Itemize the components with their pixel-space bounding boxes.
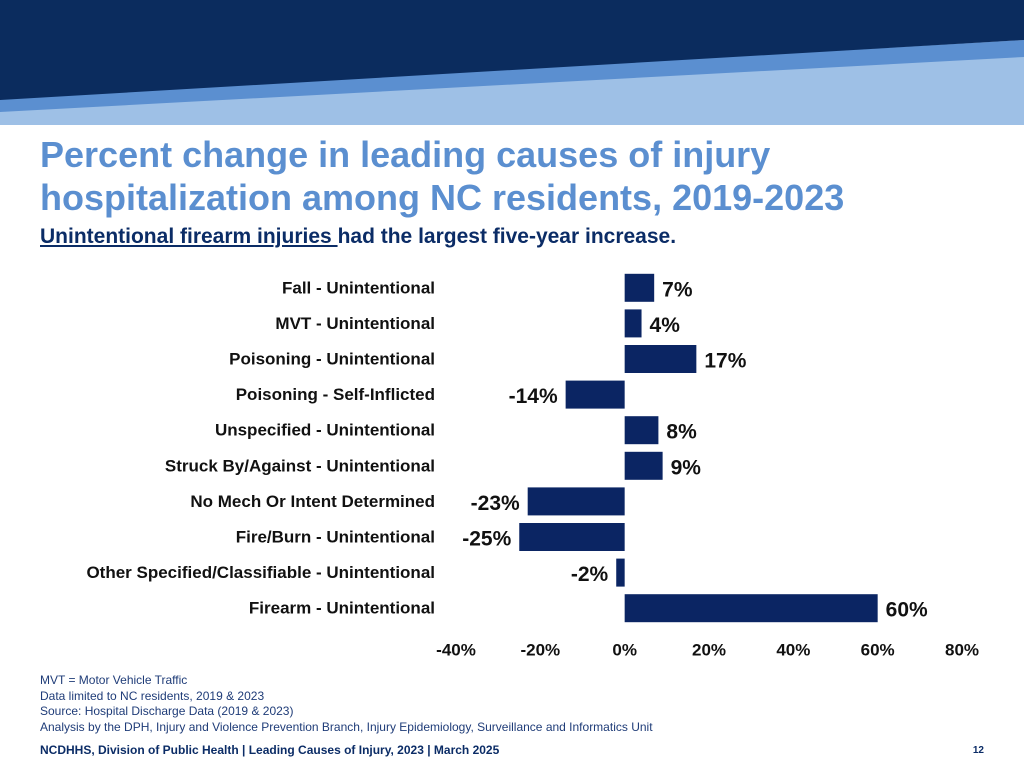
- bar: [624, 416, 659, 445]
- bar-chart: Fall - Unintentional 7% MVT - Unintentiona…: [86, 273, 979, 660]
- bar: [624, 451, 663, 480]
- page-number: 12: [972, 745, 984, 756]
- header-banner: [0, 0, 1024, 125]
- x-tick-label: 40%: [776, 641, 810, 660]
- bar: [624, 273, 655, 302]
- category-label: Unspecified - Unintentional: [215, 421, 435, 440]
- value-label: 8%: [666, 421, 697, 444]
- subtitle: Unintentional firearm injuries had the l…: [40, 224, 676, 250]
- x-tick-label: 80%: [945, 641, 979, 660]
- subtitle-rest: had the largest five-year increase.: [337, 225, 677, 248]
- subtitle-highlight: Unintentional firearm injuries: [40, 225, 338, 248]
- value-label: -2%: [571, 563, 609, 586]
- bar: [565, 380, 625, 409]
- note-line: Analysis by the DPH, Injury and Violence…: [40, 719, 653, 734]
- category-label: Fall - Unintentional: [282, 278, 435, 297]
- x-tick-label: -20%: [520, 641, 560, 660]
- note-line: Data limited to NC residents, 2019 & 202…: [40, 688, 265, 703]
- banner-dark-band: [0, 0, 1024, 100]
- page-title-line-2: hospitalization among NC residents, 2019…: [40, 177, 845, 218]
- value-label: 17%: [704, 350, 746, 373]
- note-line: Source: Hospital Discharge Data (2019 & …: [40, 704, 294, 719]
- page-title: Percent change in leading causes of inju…: [40, 133, 844, 219]
- category-label: Fire/Burn - Unintentional: [236, 528, 435, 547]
- value-label: -14%: [509, 385, 558, 408]
- category-label: Other Specified/Classifiable - Unintenti…: [86, 563, 435, 582]
- notes: MVT = Motor Vehicle Traffic Data limited…: [40, 673, 653, 735]
- bar: [616, 558, 625, 587]
- x-tick-label: 0%: [612, 641, 637, 660]
- footer-text: NCDHHS, Division of Public Health | Lead…: [40, 743, 500, 757]
- note-line: MVT = Motor Vehicle Traffic: [40, 673, 188, 687]
- bar: [624, 309, 642, 338]
- x-tick-label: -40%: [436, 641, 476, 660]
- value-label: 9%: [671, 456, 702, 479]
- category-label: Firearm - Unintentional: [249, 599, 435, 618]
- category-label: MVT - Unintentional: [275, 314, 435, 333]
- category-label: Struck By/Against - Unintentional: [165, 456, 435, 475]
- category-label: Poisoning - Unintentional: [229, 350, 435, 369]
- value-label: -23%: [471, 492, 520, 515]
- page-title-line-1: Percent change in leading causes of inju…: [40, 134, 771, 175]
- value-label: 60%: [886, 599, 928, 622]
- banner-mid-band: [0, 40, 1024, 112]
- x-tick-label: 60%: [861, 641, 895, 660]
- bar: [624, 594, 878, 623]
- category-label: No Mech Or Intent Determined: [190, 492, 435, 511]
- bar: [624, 345, 697, 373]
- x-tick-label: 20%: [692, 641, 726, 660]
- value-label: 7%: [662, 278, 693, 301]
- bar: [527, 487, 625, 516]
- value-label: -25%: [462, 528, 511, 551]
- category-label: Poisoning - Self-Inflicted: [236, 385, 435, 404]
- value-label: 4%: [650, 314, 681, 337]
- bar: [519, 523, 625, 551]
